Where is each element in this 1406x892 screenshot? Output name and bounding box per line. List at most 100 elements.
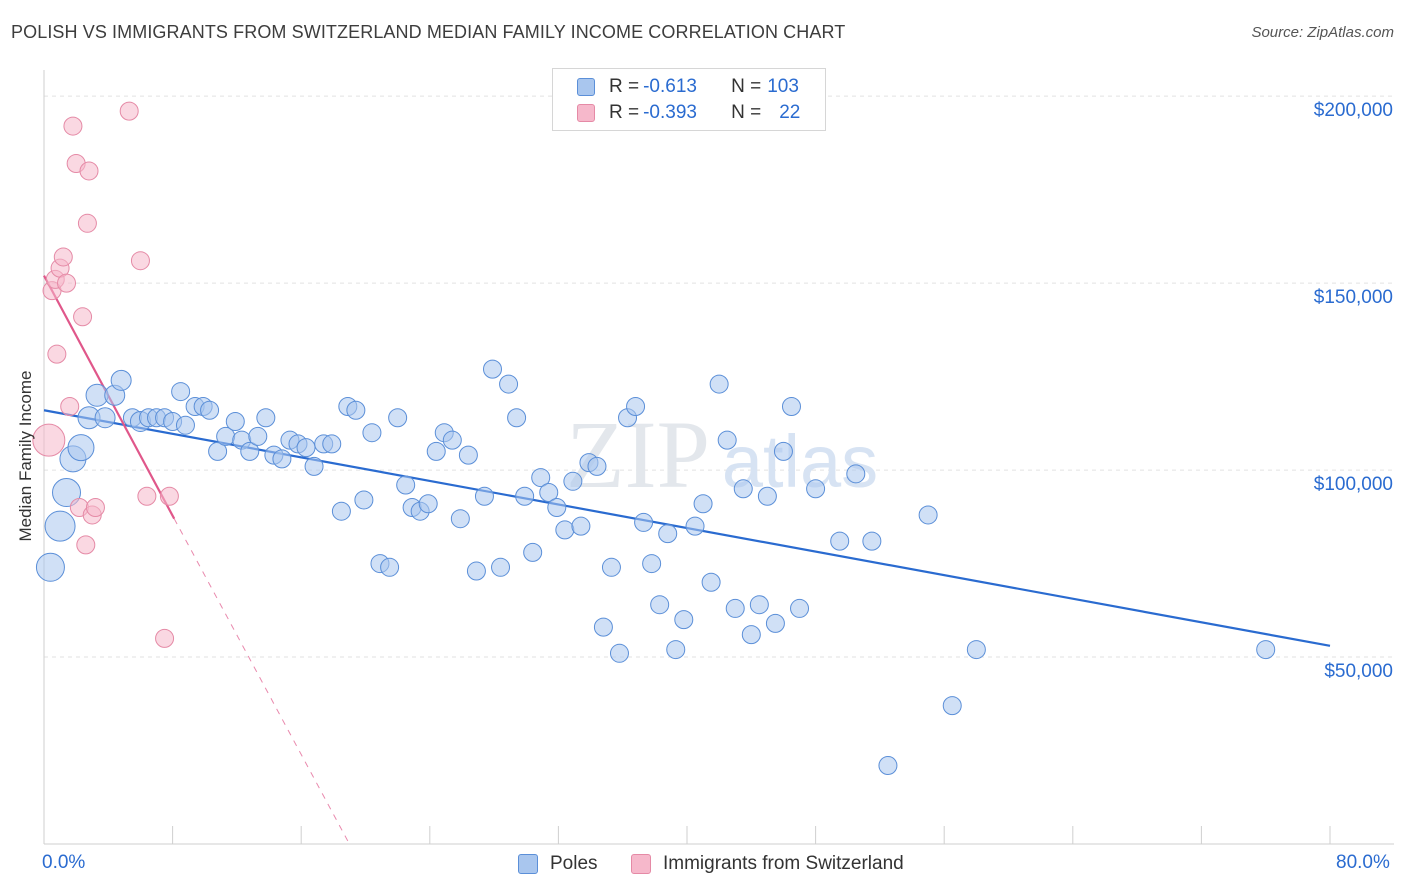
y-axis-label: Median Family Income: [16, 370, 35, 542]
data-point-poles: [725, 598, 745, 618]
data-point-poles: [555, 520, 575, 540]
data-point-poles: [507, 408, 527, 428]
data-point-switzerland: [47, 344, 67, 364]
chart-source: Source: ZipAtlas.com: [1251, 24, 1394, 41]
data-point-poles: [296, 438, 316, 458]
data-point-switzerland: [76, 535, 96, 555]
data-point-poles: [563, 471, 583, 491]
data-point-poles: [717, 430, 737, 450]
data-point-poles: [666, 640, 686, 660]
data-point-poles: [240, 441, 260, 461]
data-point-poles: [418, 494, 438, 514]
series-legend-poles: Poles: [518, 852, 598, 876]
x-tick-label-max: 80.0%: [1336, 852, 1390, 873]
data-point-poles: [304, 456, 324, 476]
data-point-poles: [642, 554, 662, 574]
data-point-poles: [396, 475, 416, 495]
data-point-poles: [380, 557, 400, 577]
y-tick-label: $50,000: [1324, 661, 1393, 683]
data-point-poles: [482, 359, 502, 379]
data-point-poles: [701, 572, 721, 592]
data-point-switzerland: [73, 307, 93, 327]
legend-row-poles: R = -0.613 N = 103: [577, 75, 799, 99]
data-point-poles: [918, 505, 938, 525]
data-point-poles: [110, 369, 132, 391]
data-point-poles: [571, 516, 591, 536]
data-point-poles: [966, 640, 986, 660]
legend-row-switzerland: R = -0.393 N = 22: [577, 101, 800, 125]
data-point-poles: [942, 696, 962, 716]
trend-lines: [43, 275, 1331, 845]
data-point-switzerland: [77, 213, 97, 233]
data-point-poles: [658, 524, 678, 544]
data-point-poles: [587, 456, 607, 476]
series-legend-label-switzerland: Immigrants from Switzerland: [663, 853, 904, 874]
series-legend-swatch-poles: [518, 854, 538, 874]
legend-swatch-poles: [577, 78, 595, 96]
legend-r-value-switzerland: -0.393: [643, 102, 697, 123]
legend-n-label: N =: [731, 76, 762, 97]
data-point-switzerland: [119, 101, 139, 121]
data-point-switzerland: [159, 486, 179, 506]
data-points: [32, 101, 1276, 775]
data-point-poles: [171, 382, 191, 402]
data-point-poles: [531, 468, 551, 488]
data-point-poles: [225, 411, 245, 431]
data-point-poles: [539, 483, 559, 503]
data-point-poles: [442, 430, 462, 450]
data-point-poles: [256, 408, 276, 428]
data-point-poles: [175, 415, 195, 435]
watermark: ZIP atlas: [566, 401, 878, 508]
data-point-poles: [733, 479, 753, 499]
data-point-poles: [474, 486, 494, 506]
data-point-poles: [450, 509, 470, 529]
legend-n-label: N =: [731, 102, 762, 123]
data-point-switzerland: [79, 161, 99, 181]
data-point-switzerland: [32, 423, 66, 457]
data-point-poles: [515, 486, 535, 506]
data-point-poles: [757, 486, 777, 506]
data-point-poles: [674, 610, 694, 630]
data-point-poles: [790, 598, 810, 618]
data-point-switzerland: [57, 273, 77, 293]
data-point-poles: [388, 408, 408, 428]
data-point-switzerland: [63, 116, 83, 136]
legend-swatch-switzerland: [577, 104, 595, 122]
data-point-poles: [354, 490, 374, 510]
data-point-poles: [765, 613, 785, 633]
data-point-poles: [593, 617, 613, 637]
data-point-poles: [830, 531, 850, 551]
legend-n-value-switzerland: 22: [779, 102, 801, 123]
data-point-poles: [466, 561, 486, 581]
axes: [43, 70, 1394, 845]
series-legend-swatch-switzerland: [631, 854, 651, 874]
data-point-poles: [362, 423, 382, 443]
data-point-switzerland: [53, 247, 73, 267]
data-point-poles: [52, 478, 82, 508]
chart-title: POLISH VS IMMIGRANTS FROM SWITZERLAND ME…: [11, 22, 846, 42]
data-point-poles: [1256, 640, 1276, 660]
data-point-poles: [781, 397, 801, 417]
data-point-poles: [426, 441, 446, 461]
data-point-poles: [35, 552, 65, 582]
data-point-poles: [878, 755, 898, 775]
legend-n-value-poles: 103: [767, 76, 799, 97]
legend-r-label: R =: [609, 76, 640, 97]
data-point-switzerland: [85, 497, 105, 517]
data-point-poles: [200, 400, 220, 420]
trend-line-extension-switzerland: [173, 518, 350, 845]
data-point-poles: [806, 479, 826, 499]
data-point-poles: [650, 595, 670, 615]
data-point-poles: [626, 397, 646, 417]
x-tick-label-min: 0.0%: [42, 852, 86, 873]
data-point-poles: [601, 557, 621, 577]
data-point-poles: [523, 542, 543, 562]
data-point-poles: [248, 426, 268, 446]
data-point-poles: [44, 510, 76, 542]
series-legend-label-poles: Poles: [550, 853, 598, 874]
data-point-poles: [741, 625, 761, 645]
data-point-poles: [709, 374, 729, 394]
data-point-poles: [322, 434, 342, 454]
series-legend-switzerland: Immigrants from Switzerland: [631, 852, 904, 876]
data-point-switzerland: [130, 251, 150, 271]
